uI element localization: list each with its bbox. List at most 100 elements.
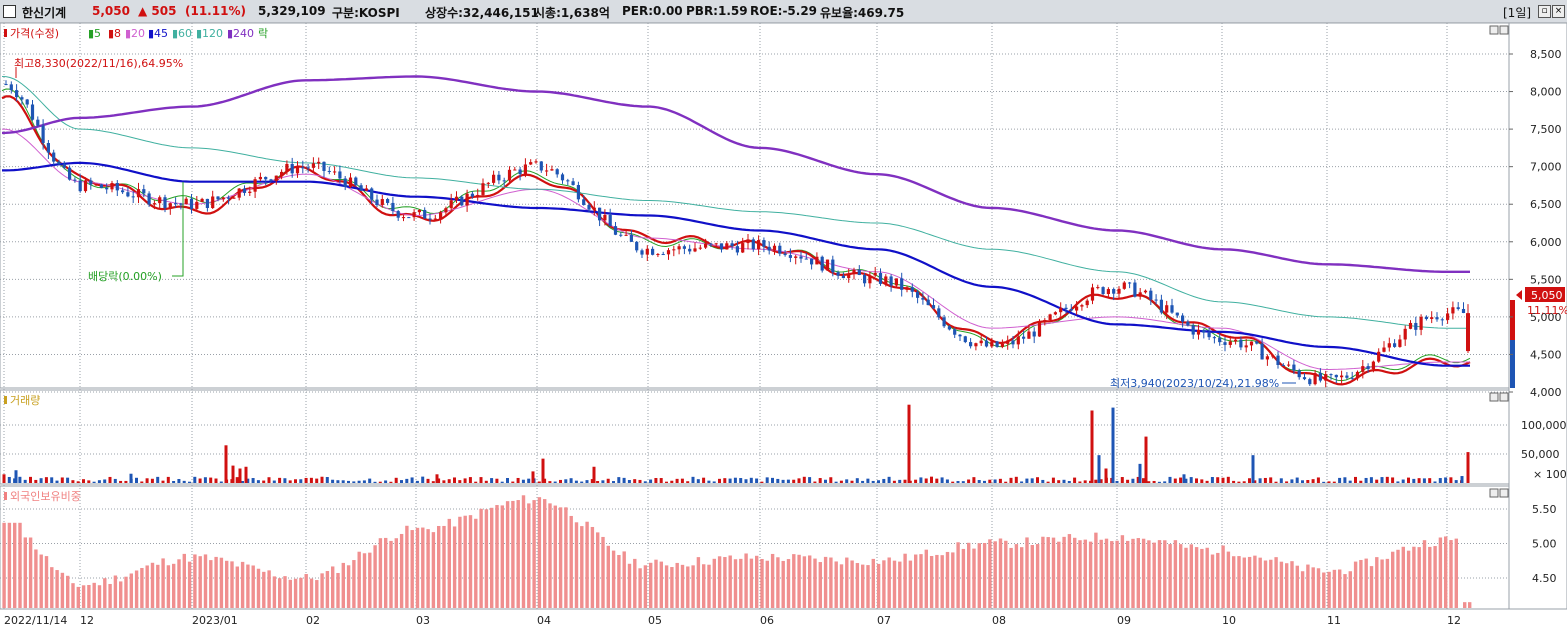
- volume-bar: [1051, 477, 1055, 483]
- candle-body: [1196, 329, 1201, 335]
- for-close-icon[interactable]: [1499, 488, 1509, 498]
- foreign-bar: [839, 564, 844, 608]
- close-icon[interactable]: ×: [1552, 5, 1565, 18]
- candle-body: [1324, 374, 1328, 381]
- candle-body: [269, 179, 273, 181]
- volume-bar: [723, 478, 727, 483]
- candle-body: [73, 179, 77, 181]
- volume-bar: [802, 476, 806, 483]
- volume-bar: [1104, 468, 1108, 483]
- price-tag-box: [1525, 287, 1565, 302]
- volume-bar: [1004, 481, 1008, 483]
- volume-bar: [320, 476, 324, 483]
- foreign-bar: [1359, 559, 1363, 608]
- foreign-bar: [1041, 536, 1045, 608]
- foreign-bar: [373, 545, 377, 608]
- volume-bar: [998, 478, 1002, 483]
- foreign-bar: [739, 558, 743, 608]
- foreign-bar: [484, 509, 489, 608]
- candle-body: [847, 273, 851, 279]
- candle-body: [1350, 377, 1354, 379]
- candle-body: [502, 180, 506, 182]
- candle-body: [449, 200, 453, 209]
- foreign-bar: [707, 564, 711, 608]
- volume-bar: [357, 480, 361, 483]
- foreign-bar: [81, 585, 86, 608]
- candle-body: [523, 164, 527, 175]
- candle-body: [1430, 317, 1434, 319]
- volume-bar: [1407, 477, 1410, 483]
- candle-body: [359, 185, 363, 191]
- volume-bar: [733, 477, 737, 483]
- panel-buttons[interactable]: [1489, 25, 1509, 498]
- foreign-bar: [553, 505, 557, 608]
- candle-body: [762, 240, 766, 247]
- foreign-bar: [998, 538, 1003, 608]
- foreign-bar: [1067, 534, 1072, 608]
- foreign-bar: [1057, 541, 1061, 608]
- candle-body: [68, 167, 72, 180]
- foreign-bar: [654, 559, 658, 608]
- foreign-bar: [638, 568, 642, 608]
- foreign-bar: [1463, 602, 1467, 608]
- foreign-bar: [134, 570, 139, 608]
- y-label: 100,000: [1521, 419, 1567, 432]
- volume-bar: [712, 481, 716, 483]
- foreign-bar: [145, 565, 149, 608]
- candle-body: [714, 243, 718, 245]
- vol-max-icon[interactable]: [1489, 392, 1499, 402]
- candle-body: [1112, 289, 1116, 294]
- panel-close-icon[interactable]: [1499, 25, 1509, 35]
- candle-body: [1435, 317, 1439, 320]
- candle-body: [772, 245, 777, 251]
- candle-body: [465, 193, 469, 206]
- candle-body: [518, 169, 522, 175]
- candle-body: [364, 188, 368, 191]
- vol-close-icon[interactable]: [1499, 392, 1509, 402]
- candle-body: [62, 164, 66, 168]
- stock-checkbox[interactable]: [3, 5, 16, 18]
- price-tag-value: 5,050: [1531, 289, 1563, 302]
- volume-bar: [231, 465, 235, 483]
- volume-bar: [1184, 478, 1188, 483]
- volume-bar: [1030, 478, 1034, 483]
- foreign-bar: [1163, 540, 1167, 608]
- minimize-icon[interactable]: ▫: [1538, 5, 1551, 18]
- panel-max-icon[interactable]: [1489, 25, 1499, 35]
- foreign-bar: [855, 563, 860, 608]
- foreign-bar: [967, 542, 971, 608]
- roe-value: ROE:-5.29: [750, 4, 818, 18]
- candle-body: [322, 161, 326, 171]
- for-max-icon[interactable]: [1489, 488, 1499, 498]
- volume-bar: [1332, 481, 1336, 483]
- volume-bar: [373, 481, 377, 483]
- y-label: 8,000: [1530, 86, 1562, 99]
- foreign-bar: [1406, 550, 1411, 608]
- volume-bar: [760, 481, 764, 483]
- volume-bar: [1375, 479, 1379, 483]
- candle-body: [794, 256, 798, 258]
- legend-volume: 거래량: [10, 394, 40, 407]
- foreign-bar: [474, 518, 478, 608]
- volume-bar: [468, 477, 472, 483]
- volume-bar: [262, 480, 266, 483]
- foreign-bar: [103, 578, 107, 608]
- volume-bar: [919, 477, 923, 483]
- candle-body: [83, 180, 88, 192]
- candle-body: [608, 214, 612, 227]
- period-button[interactable]: [1일]: [1503, 6, 1532, 20]
- foreign-bar: [378, 538, 383, 608]
- volume-bar: [437, 478, 441, 483]
- candle-body: [94, 184, 98, 186]
- volume-bar: [238, 468, 242, 483]
- foreign-bar: [7, 522, 12, 608]
- candle-body: [317, 161, 321, 164]
- stock-name[interactable]: 한신기계: [22, 6, 67, 20]
- candle-body: [396, 211, 400, 218]
- foreign-bar: [1327, 571, 1331, 608]
- volume-bar: [235, 477, 239, 483]
- foreign-bar: [1051, 537, 1056, 608]
- chart-canvas[interactable]: 2022/11/14 12 2023/01 02 03 04 05 06 07 08 09 10 11 1…: [0, 23, 1567, 630]
- foreign-bar: [34, 549, 38, 608]
